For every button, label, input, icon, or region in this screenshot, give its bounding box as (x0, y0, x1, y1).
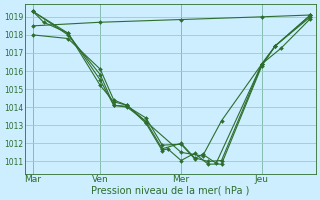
X-axis label: Pression niveau de la mer( hPa ): Pression niveau de la mer( hPa ) (91, 186, 250, 196)
